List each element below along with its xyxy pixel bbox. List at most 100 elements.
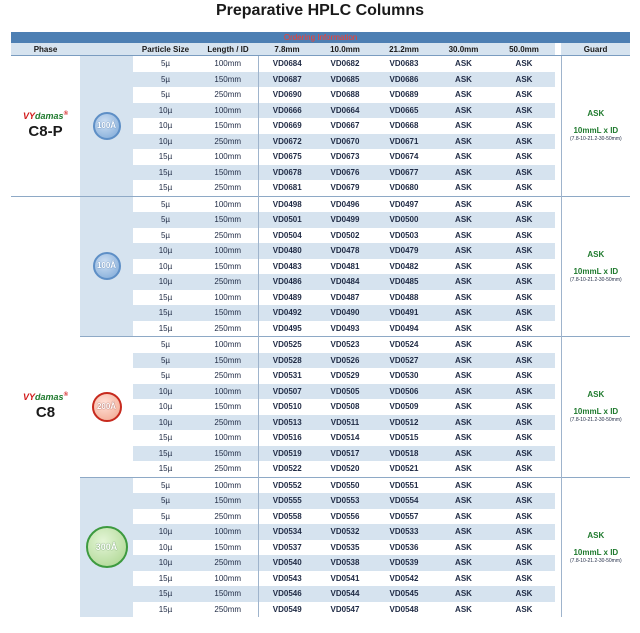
code-30mm-cell: ASK <box>434 586 493 602</box>
brand-prefix: VY <box>23 392 36 403</box>
page-title: Preparative HPLC Columns <box>215 2 425 19</box>
particle-size-cell: 5µ <box>133 55 198 72</box>
ordering-header-row: Ordering Information <box>11 32 631 43</box>
guard-cell: ASK 10mmL x ID (7.8-10-21.2-30-50mm) <box>560 55 631 196</box>
code-7-8mm-cell: VD0492 <box>257 305 316 321</box>
code-10mm-cell: VD0493 <box>330 323 360 333</box>
particle-size-cell: 10µ <box>133 274 198 290</box>
table-row: 10µ 100mm VD0480 VD0478 VD0479 ASK ASK <box>11 243 630 259</box>
guard-diameters: (7.8-10-21.2-30-50mm) <box>569 557 622 564</box>
pore-size-badge-icon: 100Å <box>92 111 121 140</box>
pore-size-cell: 100Å <box>80 195 133 337</box>
code-21-2mm-cell: VD0671 <box>374 133 434 149</box>
code-50mm-cell: ASK <box>515 230 533 240</box>
particle-size-cell: 15µ <box>133 445 198 461</box>
code-10mm-cell: VD0682 <box>316 55 374 72</box>
code-50mm-cell: ASK <box>515 323 533 333</box>
code-50mm-cell: ASK <box>493 305 555 321</box>
column-gap <box>555 383 561 399</box>
particle-size-cell: 15µ <box>158 433 173 443</box>
code-21-2mm-cell: VD0677 <box>374 164 434 180</box>
length-cell: 150mm <box>214 121 242 131</box>
length-cell: 100mm <box>198 195 258 212</box>
table-row: 15µ 250mm VD0549 VD0547 VD0548 ASK ASK <box>11 601 630 617</box>
column-gap <box>555 305 561 321</box>
guard-ask: ASK <box>587 109 605 119</box>
code-7-8mm-cell: VD0525 <box>257 336 316 353</box>
brand-prefix: VY <box>23 111 36 122</box>
code-10mm-cell: VD0544 <box>316 586 374 602</box>
code-50mm-cell: ASK <box>515 183 533 193</box>
particle-size-cell: 10µ <box>158 121 173 131</box>
column-gap <box>555 164 561 180</box>
code-21-2mm-cell: VD0674 <box>389 152 419 162</box>
code-7-8mm-cell: VD0498 <box>257 195 316 212</box>
length-cell: 100mm <box>214 573 242 583</box>
code-7-8mm-cell: VD0522 <box>257 461 316 477</box>
length-cell: 250mm <box>214 230 242 240</box>
length-cell: 100mm <box>214 152 242 162</box>
code-21-2mm-cell: VD0557 <box>389 511 419 521</box>
code-50mm-cell: ASK <box>515 402 533 412</box>
code-10mm-cell: VD0496 <box>316 195 374 212</box>
code-50mm-cell: ASK <box>493 524 555 540</box>
length-cell: 150mm <box>198 352 258 368</box>
code-50mm-cell: ASK <box>515 573 533 583</box>
particle-size-cell: 10µ <box>158 402 173 412</box>
code-21-2mm-cell: VD0512 <box>374 414 434 430</box>
code-10mm-cell: VD0478 <box>316 243 374 259</box>
code-7-8mm-cell: VD0510 <box>257 399 316 415</box>
code-10mm-cell: VD0520 <box>330 464 360 474</box>
column-gap <box>555 133 561 149</box>
column-header-row: Phase Particle Size Length / ID 7.8mm 10… <box>11 43 631 56</box>
col-header-phase: Phase <box>11 43 80 56</box>
code-10mm-cell: VD0490 <box>316 305 374 321</box>
particle-size-cell: 15µ <box>133 586 198 602</box>
code-50mm-cell: ASK <box>493 352 555 368</box>
phase-name: C8 <box>35 404 56 422</box>
particle-size-cell: 15µ <box>158 604 173 614</box>
column-gap <box>555 539 561 555</box>
column-gap <box>555 461 561 477</box>
length-cell: 250mm <box>214 604 242 614</box>
guard-cell: ASK 10mmL x ID (7.8-10-21.2-30-50mm) <box>560 336 631 477</box>
guard-diameters: (7.8-10-21.2-30-50mm) <box>569 417 622 424</box>
length-cell: 250mm <box>214 371 242 381</box>
code-30mm-cell: ASK <box>434 274 493 290</box>
particle-size-cell: 10µ <box>133 133 198 149</box>
table-row: 15µ 150mm VD0492 VD0490 VD0491 ASK ASK <box>11 305 630 321</box>
code-10mm-cell: VD0673 <box>330 152 360 162</box>
code-7-8mm-cell: VD0690 <box>257 87 316 103</box>
table-row: 15µ 150mm VD0678 VD0676 VD0677 ASK ASK <box>11 164 630 180</box>
code-50mm-cell: ASK <box>493 493 555 509</box>
code-10mm-cell: VD0526 <box>316 352 374 368</box>
code-50mm-cell: ASK <box>493 476 555 493</box>
brand-name: damas <box>35 111 64 122</box>
table-row: 5µ 250mm VD0690 VD0688 VD0689 ASK ASK <box>11 87 630 103</box>
code-30mm-cell: ASK <box>455 230 472 240</box>
code-10mm-cell: VD0514 <box>330 433 360 443</box>
phase-name: C8-P <box>28 123 63 141</box>
code-7-8mm-cell: VD0666 <box>257 102 316 118</box>
particle-size-cell: 10µ <box>133 383 198 399</box>
table-row: 10µ 100mm VD0534 VD0532 VD0533 ASK ASK <box>11 524 630 540</box>
column-gap <box>555 320 561 337</box>
length-cell: 150mm <box>198 164 258 180</box>
col-header-30mm: 30.0mm <box>434 43 493 56</box>
code-50mm-cell: ASK <box>493 195 555 212</box>
code-10mm-cell: VD0532 <box>316 524 374 540</box>
code-10mm-cell: VD0502 <box>330 230 360 240</box>
code-7-8mm-cell: VD0543 <box>257 570 316 586</box>
code-21-2mm-cell: VD0506 <box>374 383 434 399</box>
code-7-8mm-cell: VD0480 <box>257 243 316 259</box>
code-21-2mm-cell: VD0500 <box>374 212 434 228</box>
code-21-2mm-cell: VD0680 <box>389 183 419 193</box>
guard-diameters: (7.8-10-21.2-30-50mm) <box>569 276 622 283</box>
code-30mm-cell: ASK <box>434 305 493 321</box>
table-row: 15µ 150mm VD0519 VD0517 VD0518 ASK ASK <box>11 445 630 461</box>
code-7-8mm-cell: VD0672 <box>257 133 316 149</box>
code-21-2mm-cell: VD0491 <box>374 305 434 321</box>
column-gap <box>555 445 561 461</box>
table-row: VYdamas® C8 100Å 5µ 100mm VD0498 VD0496 VD0497 A… <box>11 195 631 617</box>
table-row: 10µ 250mm VD0486 VD0484 VD0485 ASK ASK <box>11 274 630 290</box>
